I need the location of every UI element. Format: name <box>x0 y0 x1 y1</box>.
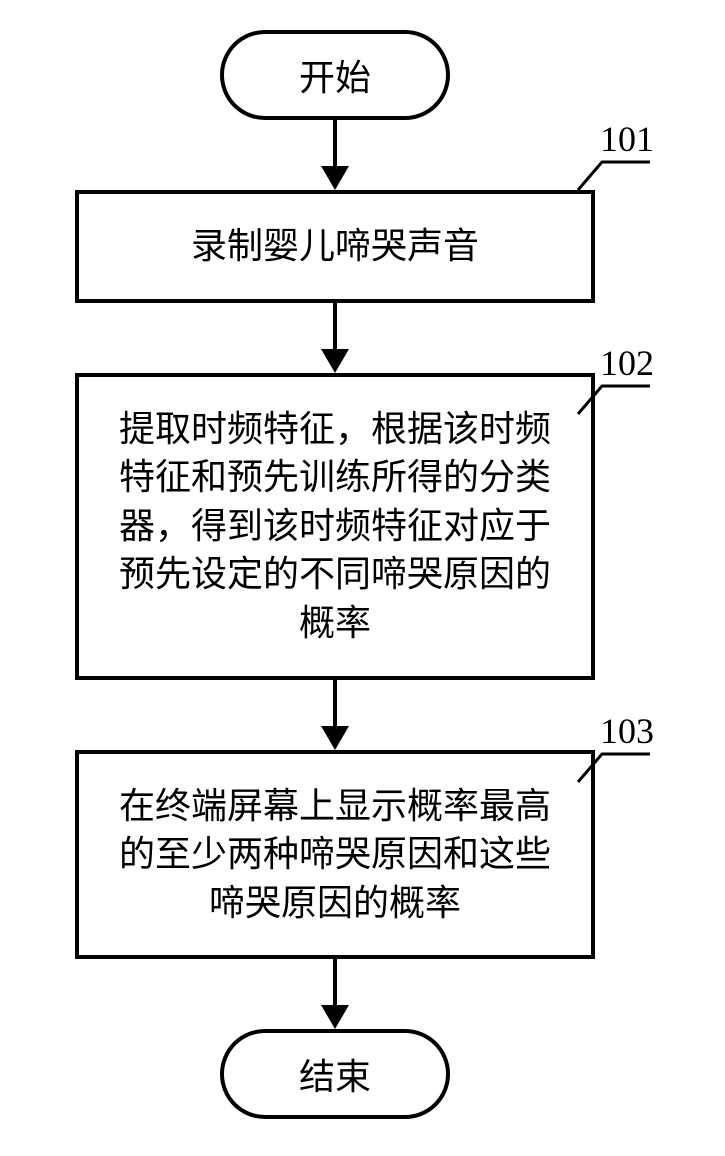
arrow-line <box>333 959 337 1007</box>
end-terminator: 结束 <box>220 1029 450 1119</box>
callout-label-103: 103 <box>600 710 654 752</box>
flowchart-container: 开始 录制婴儿啼哭声音 提取时频特征，根据该时频特征和预先训练所得的分类器，得到… <box>60 30 610 1119</box>
arrow-line <box>333 303 337 351</box>
arrow-2 <box>60 303 610 373</box>
arrow-head-icon <box>321 166 349 190</box>
process-text: 录制婴儿啼哭声音 <box>103 222 567 271</box>
process-step-101: 录制婴儿啼哭声音 <box>75 190 595 303</box>
process-text: 提取时频特征，根据该时频特征和预先训练所得的分类器，得到该时频特征对应于预先设定… <box>103 405 567 648</box>
process-step-103: 在终端屏幕上显示概率最高的至少两种啼哭原因和这些啼哭原因的概率 <box>75 750 595 960</box>
process-step-102: 提取时频特征，根据该时频特征和预先训练所得的分类器，得到该时频特征对应于预先设定… <box>75 373 595 680</box>
arrow-head-icon <box>321 349 349 373</box>
start-label: 开始 <box>299 49 371 101</box>
callout-label-101: 101 <box>600 118 654 160</box>
process-text: 在终端屏幕上显示概率最高的至少两种啼哭原因和这些啼哭原因的概率 <box>103 782 567 928</box>
start-terminator: 开始 <box>220 30 450 120</box>
arrow-line <box>333 120 337 168</box>
arrow-1 <box>60 120 610 190</box>
arrow-4 <box>60 959 610 1029</box>
callout-label-102: 102 <box>600 342 654 384</box>
arrow-3 <box>60 680 610 750</box>
arrow-head-icon <box>321 1005 349 1029</box>
arrow-line <box>333 680 337 728</box>
arrow-head-icon <box>321 726 349 750</box>
end-label: 结束 <box>299 1048 371 1100</box>
